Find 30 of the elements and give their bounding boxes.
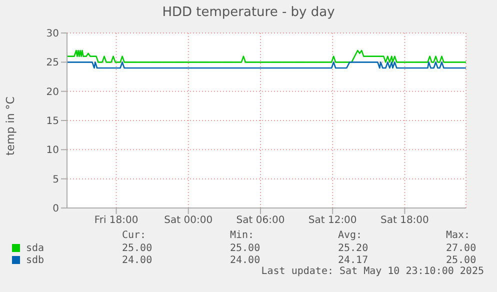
x-tick-label: Sat 12:00	[308, 215, 357, 226]
y-tick-label: 25	[46, 58, 59, 69]
x-tick-label: Fri 18:00	[94, 215, 138, 226]
x-tick-label: Sat 18:00	[380, 215, 429, 226]
x-tick-label: Sat 00:00	[164, 215, 213, 226]
text: 24.17	[338, 254, 370, 266]
text: 25.00	[446, 254, 478, 266]
text: 25.20	[338, 242, 370, 254]
y-axis-title: temp in °C	[4, 96, 17, 156]
y-tick-label: 15	[46, 116, 59, 128]
chart-title: HDD temperature - by day	[161, 5, 336, 20]
y-tick-label: 20	[46, 86, 59, 98]
y-tick-label: 10	[46, 145, 59, 156]
text: 24.00	[122, 254, 154, 266]
text: Max:	[446, 230, 472, 242]
text: Min:	[230, 230, 256, 242]
legend-label: sda	[26, 242, 46, 254]
text: Avg:	[338, 230, 364, 242]
text: Cur:	[122, 230, 148, 242]
text: 27.00	[446, 242, 478, 254]
text: 25.00	[122, 242, 154, 254]
y-tick-label: 5	[52, 174, 59, 186]
text: Last update: Sat May 10 23:10:00 2025	[260, 266, 484, 277]
legend-label: sdb	[26, 254, 46, 266]
y-tick-label: 30	[46, 28, 59, 40]
text: 25.00	[230, 242, 262, 254]
x-tick-label: Sat 06:00	[236, 215, 285, 226]
line-series	[67, 50, 466, 63]
y-tick-label: 0	[52, 204, 59, 215]
text: 24.00	[230, 254, 262, 266]
